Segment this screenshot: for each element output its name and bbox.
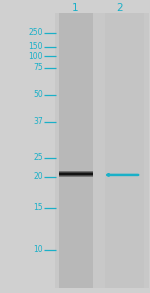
Text: 2: 2 — [117, 3, 123, 13]
Text: 75: 75 — [33, 64, 43, 72]
Text: 37: 37 — [33, 117, 43, 126]
Text: 150: 150 — [28, 42, 43, 51]
Text: 250: 250 — [28, 28, 43, 37]
Text: 1: 1 — [72, 3, 78, 13]
Text: 50: 50 — [33, 90, 43, 99]
Text: 20: 20 — [33, 172, 43, 181]
Text: 10: 10 — [33, 245, 43, 254]
Bar — [55, 13, 149, 288]
Bar — [58, 13, 93, 288]
Text: 15: 15 — [33, 203, 43, 212]
Text: 25: 25 — [33, 153, 43, 162]
Text: 100: 100 — [28, 52, 43, 61]
Bar — [58, 177, 93, 183]
Bar — [105, 13, 144, 288]
